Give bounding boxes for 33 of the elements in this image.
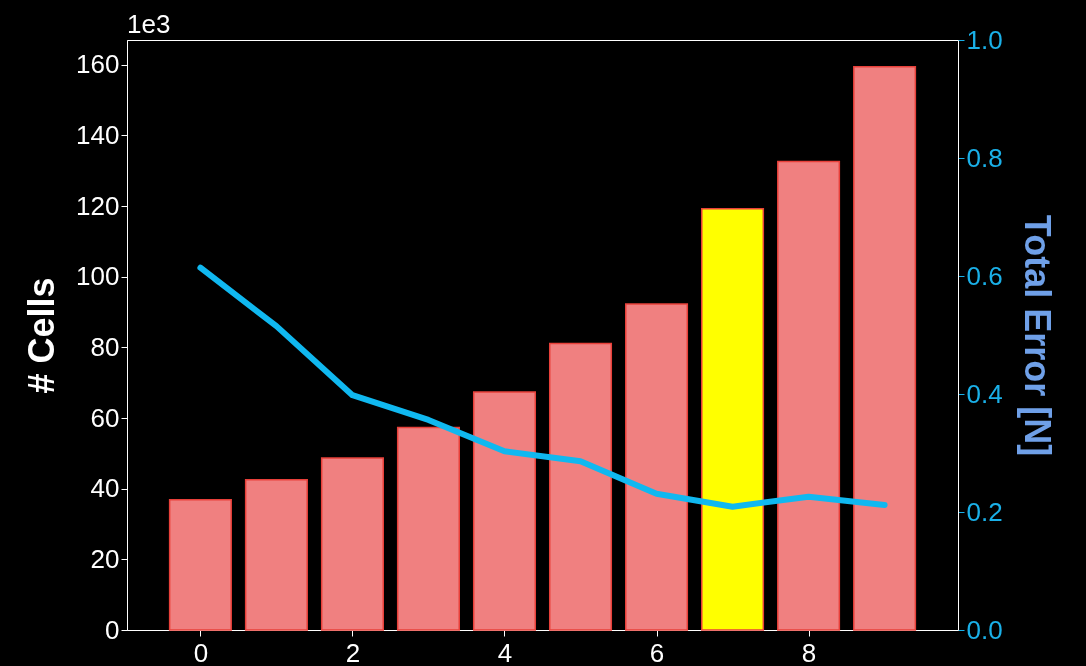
y2-axis-title: Total Error [N] [1016, 214, 1058, 457]
x-tick-label: 4 [497, 637, 513, 666]
bar [777, 160, 841, 631]
y-tick-label: 120 [76, 190, 120, 221]
y-axis-title: # Cells [21, 277, 63, 394]
bar [853, 66, 917, 631]
bar [320, 457, 384, 631]
y2-tick-label: 0.4 [966, 378, 1003, 409]
y-tick-label: 80 [90, 331, 120, 362]
bar [548, 342, 613, 631]
y-tick-label: 160 [76, 49, 120, 80]
y2-tick-label: 0.0 [966, 614, 1003, 645]
y-tick-label: 100 [76, 261, 120, 292]
bar [701, 208, 765, 631]
y2-tick-label: 0.6 [966, 260, 1003, 291]
y-tick-label: 60 [90, 402, 120, 433]
x-tick-label: 0 [193, 637, 209, 666]
bar [396, 426, 460, 631]
text: 1e3 [127, 9, 171, 39]
y-tick-label: 20 [90, 543, 120, 574]
y2-tick-label: 1.0 [966, 24, 1003, 55]
bar [472, 391, 537, 631]
bar [625, 303, 689, 631]
y-tick-label: 40 [90, 473, 120, 504]
bar [244, 479, 308, 631]
y2-tick-label: 0.2 [966, 496, 1003, 527]
x-tick-label: 8 [801, 637, 817, 666]
y-tick-label: 140 [76, 119, 120, 150]
y-tick-label: 0 [105, 614, 120, 645]
x-tick-label: 6 [649, 637, 665, 666]
bar [168, 498, 232, 631]
y2-tick-label: 0.8 [966, 142, 1003, 173]
x-tick-label: 2 [345, 637, 361, 666]
